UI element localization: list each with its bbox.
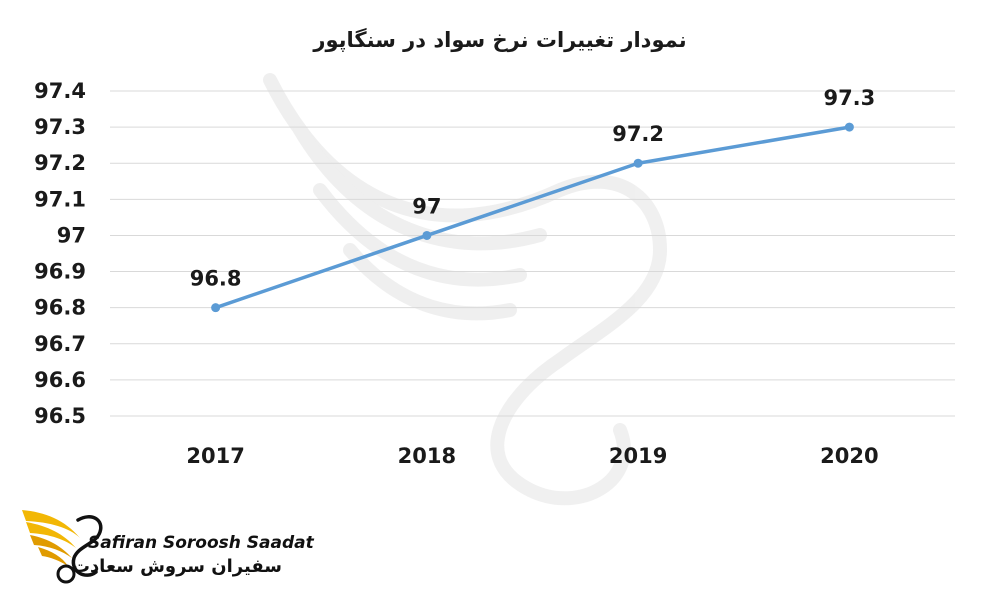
y-tick-label: 97.4 [34,79,86,103]
x-tick-label: 2019 [609,444,667,468]
y-tick-label: 97.1 [34,187,86,211]
data-label: 97.3 [823,86,875,110]
logo-name-fa: سفیران سروش سعادت [72,556,282,577]
y-axis-tick-labels: 97.4 97.3 97.2 97.1 97 96.9 96.8 96.7 96.6 96.5 [34,79,86,428]
gridlines [110,90,955,417]
y-tick-label: 96.9 [34,260,86,284]
logo-name-en: Safiran Soroosh Saadat [88,533,315,553]
data-point [633,158,643,168]
y-tick-label: 96.6 [34,368,86,392]
data-points [211,122,854,313]
data-point [422,230,432,240]
chart-title: نمودار تغییرات نرخ سواد در سنگاپور [312,27,686,52]
watermark-bird-icon [263,73,668,506]
data-point [844,122,854,132]
data-label: 97.2 [612,122,664,146]
data-labels: 96.8 97 97.2 97.3 [190,86,876,291]
data-point [211,303,221,313]
data-label: 97 [412,194,441,218]
y-tick-label: 97 [57,223,86,247]
x-tick-label: 2018 [398,444,456,468]
data-label: 96.8 [190,267,242,291]
x-tick-label: 2020 [820,444,878,468]
x-tick-label: 2017 [186,444,244,468]
y-tick-label: 96.5 [34,404,86,428]
y-tick-label: 97.3 [34,115,86,139]
x-axis-tick-labels: 2017 2018 2019 2020 [186,444,878,468]
y-tick-label: 96.7 [34,332,86,356]
series-line [213,125,852,310]
y-tick-label: 97.2 [34,151,86,175]
logo: Safiran Soroosh Saadat سفیران سروش سعادت [22,510,315,584]
y-tick-label: 96.8 [34,296,86,320]
logo-wing-icon [22,510,103,584]
series-line-group [213,125,852,310]
